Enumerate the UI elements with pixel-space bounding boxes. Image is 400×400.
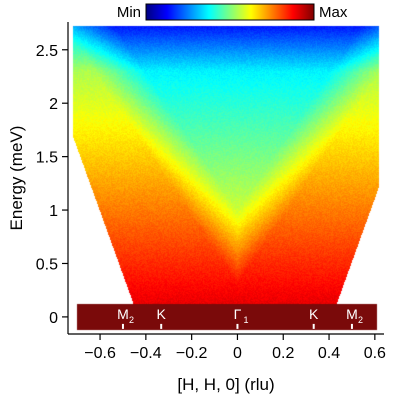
colorbar: Min Max bbox=[117, 3, 348, 21]
y-tick-label: 0 bbox=[49, 310, 58, 327]
intensity-map bbox=[68, 22, 384, 334]
high-symmetry-label: K bbox=[309, 306, 319, 322]
y-axis-title: Energy (meV) bbox=[7, 126, 26, 231]
high-symmetry-label: K bbox=[157, 306, 167, 322]
x-ticks: −0.6 −0.4 −0.2 0 0.2 0.4 0.6 bbox=[84, 334, 386, 362]
high-symmetry-subscript: 1 bbox=[243, 315, 248, 325]
high-symmetry-point: K bbox=[309, 306, 319, 329]
y-tick-label: 2 bbox=[49, 96, 58, 113]
high-symmetry-label: Γ bbox=[234, 306, 242, 322]
x-tick-label: −0.6 bbox=[84, 345, 116, 362]
colorbar-max-label: Max bbox=[319, 4, 348, 21]
x-tick-label: 0 bbox=[233, 345, 242, 362]
high-symmetry-label: M bbox=[117, 306, 129, 322]
high-symmetry-point: K bbox=[157, 306, 167, 329]
y-tick-label: 1.5 bbox=[36, 150, 58, 167]
x-tick-label: −0.4 bbox=[130, 345, 162, 362]
high-symmetry-label: M bbox=[346, 306, 358, 322]
x-tick-label: 0.2 bbox=[272, 345, 294, 362]
axes bbox=[67, 22, 384, 335]
x-tick-label: 0.6 bbox=[364, 345, 386, 362]
y-tick-label: 0.5 bbox=[36, 256, 58, 273]
colorbar-min-label: Min bbox=[117, 4, 141, 21]
y-ticks: 0 0.5 1 1.5 2 2.5 bbox=[36, 43, 68, 327]
x-tick-label: −0.2 bbox=[176, 345, 208, 362]
y-tick-label: 2.5 bbox=[36, 43, 58, 60]
high-symmetry-subscript: 2 bbox=[358, 315, 363, 325]
high-symmetry-subscript: 2 bbox=[129, 315, 134, 325]
y-tick-label: 1 bbox=[49, 203, 58, 220]
colorbar-gradient bbox=[145, 3, 315, 21]
x-tick-label: 0.4 bbox=[318, 345, 340, 362]
x-axis-title: [H, H, 0] (rlu) bbox=[177, 375, 274, 394]
